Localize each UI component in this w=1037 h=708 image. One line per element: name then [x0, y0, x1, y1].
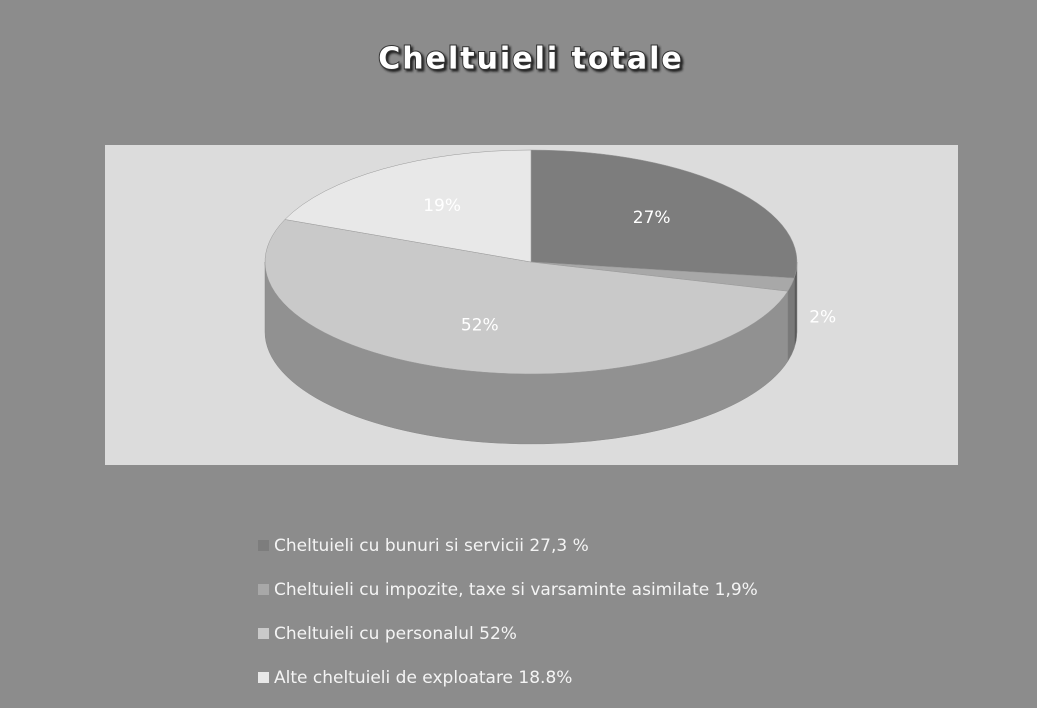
legend-label: Cheltuieli cu personalul 52%	[274, 624, 517, 644]
legend-label: Cheltuieli cu impozite, taxe si varsamin…	[274, 580, 758, 600]
slice	[530, 149, 798, 279]
legend-swatch	[258, 540, 269, 551]
slice	[284, 149, 532, 263]
legend-label: Alte cheltuieli de exploatare 18.8%	[274, 668, 572, 688]
legend-label: Cheltuieli cu bunuri si servicii 27,3 %	[274, 536, 589, 556]
data-label: 27%	[633, 208, 671, 228]
slice	[264, 219, 789, 375]
legend-swatch	[258, 584, 269, 595]
legend-swatch	[258, 628, 269, 639]
data-label: 2%	[809, 307, 836, 327]
data-label: 52%	[461, 316, 499, 336]
data-label: 19%	[423, 196, 461, 216]
slice-side	[787, 278, 795, 363]
chart-title: Cheltuieli totale	[378, 42, 684, 77]
legend-swatch	[258, 672, 269, 683]
